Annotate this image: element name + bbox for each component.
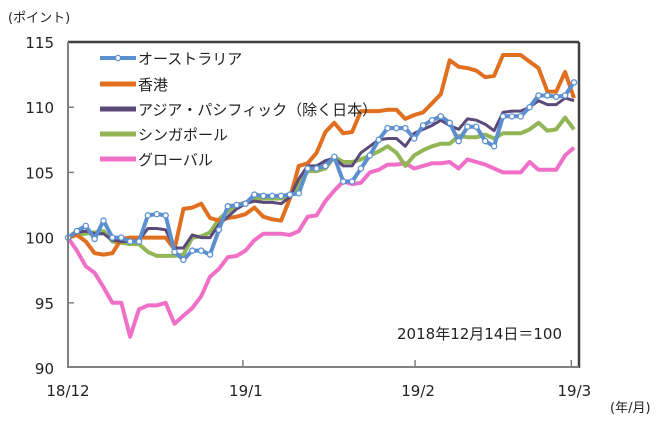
- series-line: [66, 146, 576, 339]
- data-point: [481, 137, 489, 145]
- data-point: [73, 227, 81, 235]
- data-point: [455, 137, 462, 145]
- data-point: [82, 222, 90, 230]
- data-point: [339, 178, 347, 185]
- data-point: [118, 234, 125, 241]
- data-point: [268, 192, 276, 200]
- data-point: [126, 238, 134, 245]
- series-0: [64, 79, 578, 264]
- data-point: [561, 92, 569, 99]
- series-line: [67, 96, 575, 250]
- data-point: [135, 238, 143, 245]
- data-point: [304, 165, 311, 172]
- data-point: [242, 200, 249, 207]
- legend-label: シンガポール: [138, 126, 228, 144]
- data-point: [473, 123, 480, 131]
- x-tick-label: 18/12: [46, 382, 89, 400]
- data-point: [277, 192, 285, 200]
- data-point: [180, 256, 187, 264]
- data-point: [517, 113, 524, 120]
- data-point: [144, 212, 152, 219]
- series-1: [67, 53, 576, 257]
- data-point: [348, 178, 356, 185]
- legend-label: アジア・パシフィック（除く日本）: [138, 101, 377, 119]
- series-2: [67, 96, 575, 250]
- legend-marker: [114, 54, 122, 62]
- data-point: [109, 234, 116, 241]
- data-point: [224, 203, 232, 210]
- y-tick-label: 90: [35, 360, 54, 378]
- data-point: [428, 116, 436, 124]
- data-point: [251, 191, 258, 198]
- series-3: [67, 115, 576, 258]
- data-point: [189, 247, 196, 254]
- x-tick-label: 19/2: [401, 382, 435, 400]
- data-point: [526, 103, 533, 111]
- data-point: [419, 122, 427, 129]
- data-point: [260, 192, 267, 200]
- data-point: [100, 217, 107, 224]
- data-point: [393, 124, 400, 132]
- legend-label: オーストラリア: [138, 50, 242, 68]
- data-point: [162, 212, 169, 219]
- data-point: [286, 191, 294, 198]
- legend-label: グローバル: [138, 151, 213, 169]
- x-tick-label: 19/1: [229, 382, 263, 400]
- legend-label: 香港: [138, 76, 168, 94]
- data-point: [375, 136, 382, 144]
- data-point: [490, 143, 498, 150]
- y-axis-label: (ポイント): [8, 11, 70, 26]
- data-point: [499, 113, 507, 120]
- y-tick-label: 100: [25, 230, 54, 248]
- data-point: [153, 210, 161, 218]
- data-point: [322, 162, 329, 170]
- data-point: [215, 226, 223, 234]
- data-point: [366, 152, 374, 159]
- annotation: 2018年12月14日＝100: [397, 325, 562, 343]
- x-axis-label: (年/月): [610, 401, 651, 416]
- series-line: [66, 81, 576, 262]
- data-point: [535, 92, 542, 99]
- data-point: [206, 251, 214, 258]
- series-line: [67, 115, 576, 258]
- x-tick-label: 19/3: [557, 382, 591, 400]
- data-point: [171, 248, 178, 256]
- data-point: [544, 92, 551, 99]
- data-point: [570, 79, 578, 86]
- data-point: [402, 124, 409, 132]
- data-point: [446, 119, 453, 127]
- data-point: [552, 93, 560, 101]
- data-point: [357, 165, 365, 172]
- data-point: [437, 113, 445, 120]
- data-point: [384, 124, 391, 132]
- data-point: [197, 247, 205, 254]
- data-point: [233, 201, 240, 209]
- data-point: [464, 123, 471, 131]
- data-point: [508, 113, 516, 120]
- series-line: [67, 53, 576, 257]
- series-4: [66, 146, 576, 339]
- y-tick-label: 110: [25, 99, 54, 117]
- data-point: [295, 190, 303, 197]
- y-tick-label: 105: [25, 164, 54, 182]
- data-point: [331, 153, 338, 161]
- y-tick-label: 115: [25, 34, 54, 52]
- data-point: [91, 235, 98, 243]
- data-point: [313, 165, 320, 172]
- y-tick-label: 95: [35, 295, 54, 313]
- data-point: [410, 135, 418, 142]
